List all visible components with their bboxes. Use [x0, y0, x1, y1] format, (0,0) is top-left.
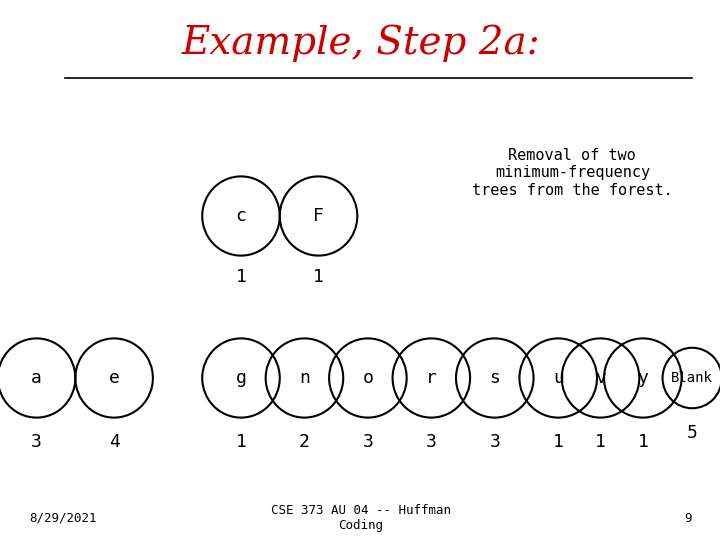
Text: 1: 1	[313, 268, 324, 286]
Text: v: v	[595, 369, 606, 387]
Text: 1: 1	[553, 433, 564, 451]
Text: 1: 1	[235, 268, 246, 286]
Text: 1: 1	[595, 433, 606, 451]
Text: r: r	[426, 369, 437, 387]
Text: Example, Step 2a:: Example, Step 2a:	[181, 24, 540, 62]
Text: n: n	[299, 369, 310, 387]
Text: u: u	[553, 369, 564, 387]
Text: 1: 1	[637, 433, 648, 451]
Text: a: a	[31, 369, 42, 387]
Text: 9: 9	[685, 512, 692, 525]
Text: 5: 5	[687, 423, 698, 442]
Text: 1: 1	[235, 433, 246, 451]
Text: e: e	[109, 369, 120, 387]
Text: 3: 3	[490, 433, 500, 451]
Text: o: o	[362, 369, 374, 387]
Text: g: g	[235, 369, 246, 387]
Text: 3: 3	[362, 433, 374, 451]
Text: Removal of two
minimum-frequency
trees from the forest.: Removal of two minimum-frequency trees f…	[472, 148, 672, 198]
Text: CSE 373 AU 04 -- Huffman
Coding: CSE 373 AU 04 -- Huffman Coding	[271, 504, 451, 532]
Text: 3: 3	[426, 433, 437, 451]
Text: 4: 4	[109, 433, 120, 451]
Text: s: s	[490, 369, 500, 387]
Text: c: c	[235, 207, 246, 225]
Text: 2: 2	[299, 433, 310, 451]
Text: 3: 3	[31, 433, 42, 451]
Text: Blank: Blank	[671, 371, 713, 385]
Text: F: F	[313, 207, 324, 225]
Text: 8/29/2021: 8/29/2021	[30, 512, 97, 525]
Text: y: y	[637, 369, 648, 387]
